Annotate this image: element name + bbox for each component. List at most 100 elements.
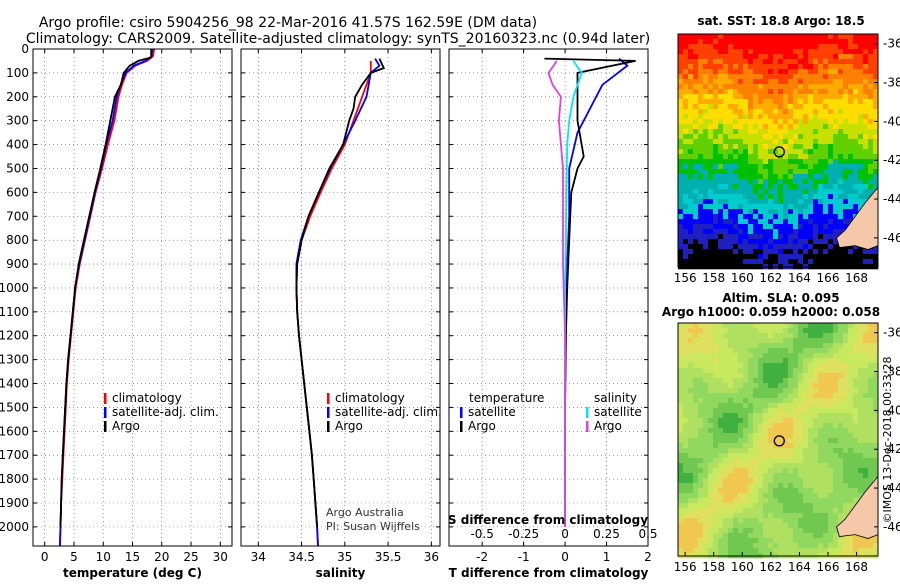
map-cell: [713, 503, 719, 509]
map-cell: [738, 69, 744, 75]
map-cell: [833, 498, 839, 504]
map-cell: [768, 224, 774, 230]
map-cell: [798, 423, 804, 429]
map-cell: [683, 219, 689, 225]
map-cell: [838, 498, 844, 504]
map-cell: [858, 473, 864, 479]
map-cell: [863, 194, 869, 200]
map-cell: [853, 388, 859, 394]
map-cell: [768, 199, 774, 205]
map-cell: [833, 483, 839, 489]
map-cell: [713, 473, 719, 479]
map-cell: [758, 119, 764, 125]
map-cell: [833, 323, 839, 329]
map-cell: [828, 378, 834, 384]
map-cell: [773, 423, 779, 429]
map-cell: [723, 164, 729, 170]
map-cell: [768, 119, 774, 125]
map-cell: [708, 408, 714, 414]
map-cell: [813, 259, 819, 265]
map-cell: [733, 234, 739, 240]
map-cell: [693, 69, 699, 75]
map-cell: [803, 538, 809, 544]
map-cell: [778, 498, 784, 504]
map-cell: [753, 463, 759, 469]
map-cell: [873, 164, 879, 170]
map-cell: [763, 418, 769, 424]
map-cell: [693, 189, 699, 195]
map-cell: [823, 478, 829, 484]
map-cell: [798, 104, 804, 110]
map-cell: [728, 49, 734, 55]
map-cell: [783, 548, 789, 554]
map-cell: [753, 34, 759, 40]
map-cell: [808, 503, 814, 509]
map-cell: [828, 478, 834, 484]
map-cell: [738, 338, 744, 344]
map-cell: [813, 154, 819, 160]
map-cell: [728, 528, 734, 534]
map-cell: [698, 473, 704, 479]
map-cell: [863, 413, 869, 419]
map-cell: [868, 109, 874, 115]
map-cell: [853, 493, 859, 499]
map-cell: [768, 423, 774, 429]
map-cell: [798, 94, 804, 100]
map-cell: [733, 34, 739, 40]
map-cell: [768, 368, 774, 374]
map-cell: [778, 383, 784, 389]
map-cell: [688, 129, 694, 135]
map-cell: [803, 508, 809, 514]
map-cell: [828, 483, 834, 489]
map-cell: [833, 343, 839, 349]
map-cell: [758, 493, 764, 499]
map-cell: [718, 368, 724, 374]
x2-tick-label: -0.5: [470, 527, 493, 541]
map-cell: [758, 363, 764, 369]
map-cell: [828, 513, 834, 519]
map-cell: [798, 363, 804, 369]
map-cell: [693, 59, 699, 65]
map-cell: [843, 388, 849, 394]
map-cell: [733, 179, 739, 185]
map-cell: [803, 204, 809, 210]
map-cell: [793, 528, 799, 534]
map-cell: [793, 64, 799, 70]
map-cell: [693, 129, 699, 135]
map-cell: [738, 453, 744, 459]
argo-location-marker: [773, 146, 785, 158]
map-cell: [698, 179, 704, 185]
map-cell: [808, 234, 814, 240]
map-cell: [693, 378, 699, 384]
map-cell: [793, 538, 799, 544]
map-cell: [743, 79, 749, 85]
map-cell: [713, 79, 719, 85]
map-cell: [838, 39, 844, 45]
map-cell: [758, 453, 764, 459]
map-cell: [843, 498, 849, 504]
map-cell: [723, 219, 729, 225]
map-cell: [823, 49, 829, 55]
map-cell: [768, 388, 774, 394]
map-cell: [788, 418, 794, 424]
map-cell: [808, 99, 814, 105]
map-cell: [833, 74, 839, 80]
map-cell: [758, 358, 764, 364]
map-cell: [868, 254, 874, 260]
map-cell: [783, 398, 789, 404]
map-cell: [703, 144, 709, 150]
map-cell: [828, 493, 834, 499]
x-tick-label: 166: [817, 560, 840, 574]
map-cell: [748, 408, 754, 414]
map-cell: [848, 378, 854, 384]
map-cell: [838, 79, 844, 85]
map-cell: [768, 413, 774, 419]
map-cell: [683, 443, 689, 449]
map-cell: [773, 214, 779, 220]
map-cell: [863, 433, 869, 439]
map-cell: [828, 383, 834, 389]
map-cell: [793, 144, 799, 150]
map-cell: [763, 493, 769, 499]
map-cell: [798, 89, 804, 95]
map-cell: [813, 453, 819, 459]
